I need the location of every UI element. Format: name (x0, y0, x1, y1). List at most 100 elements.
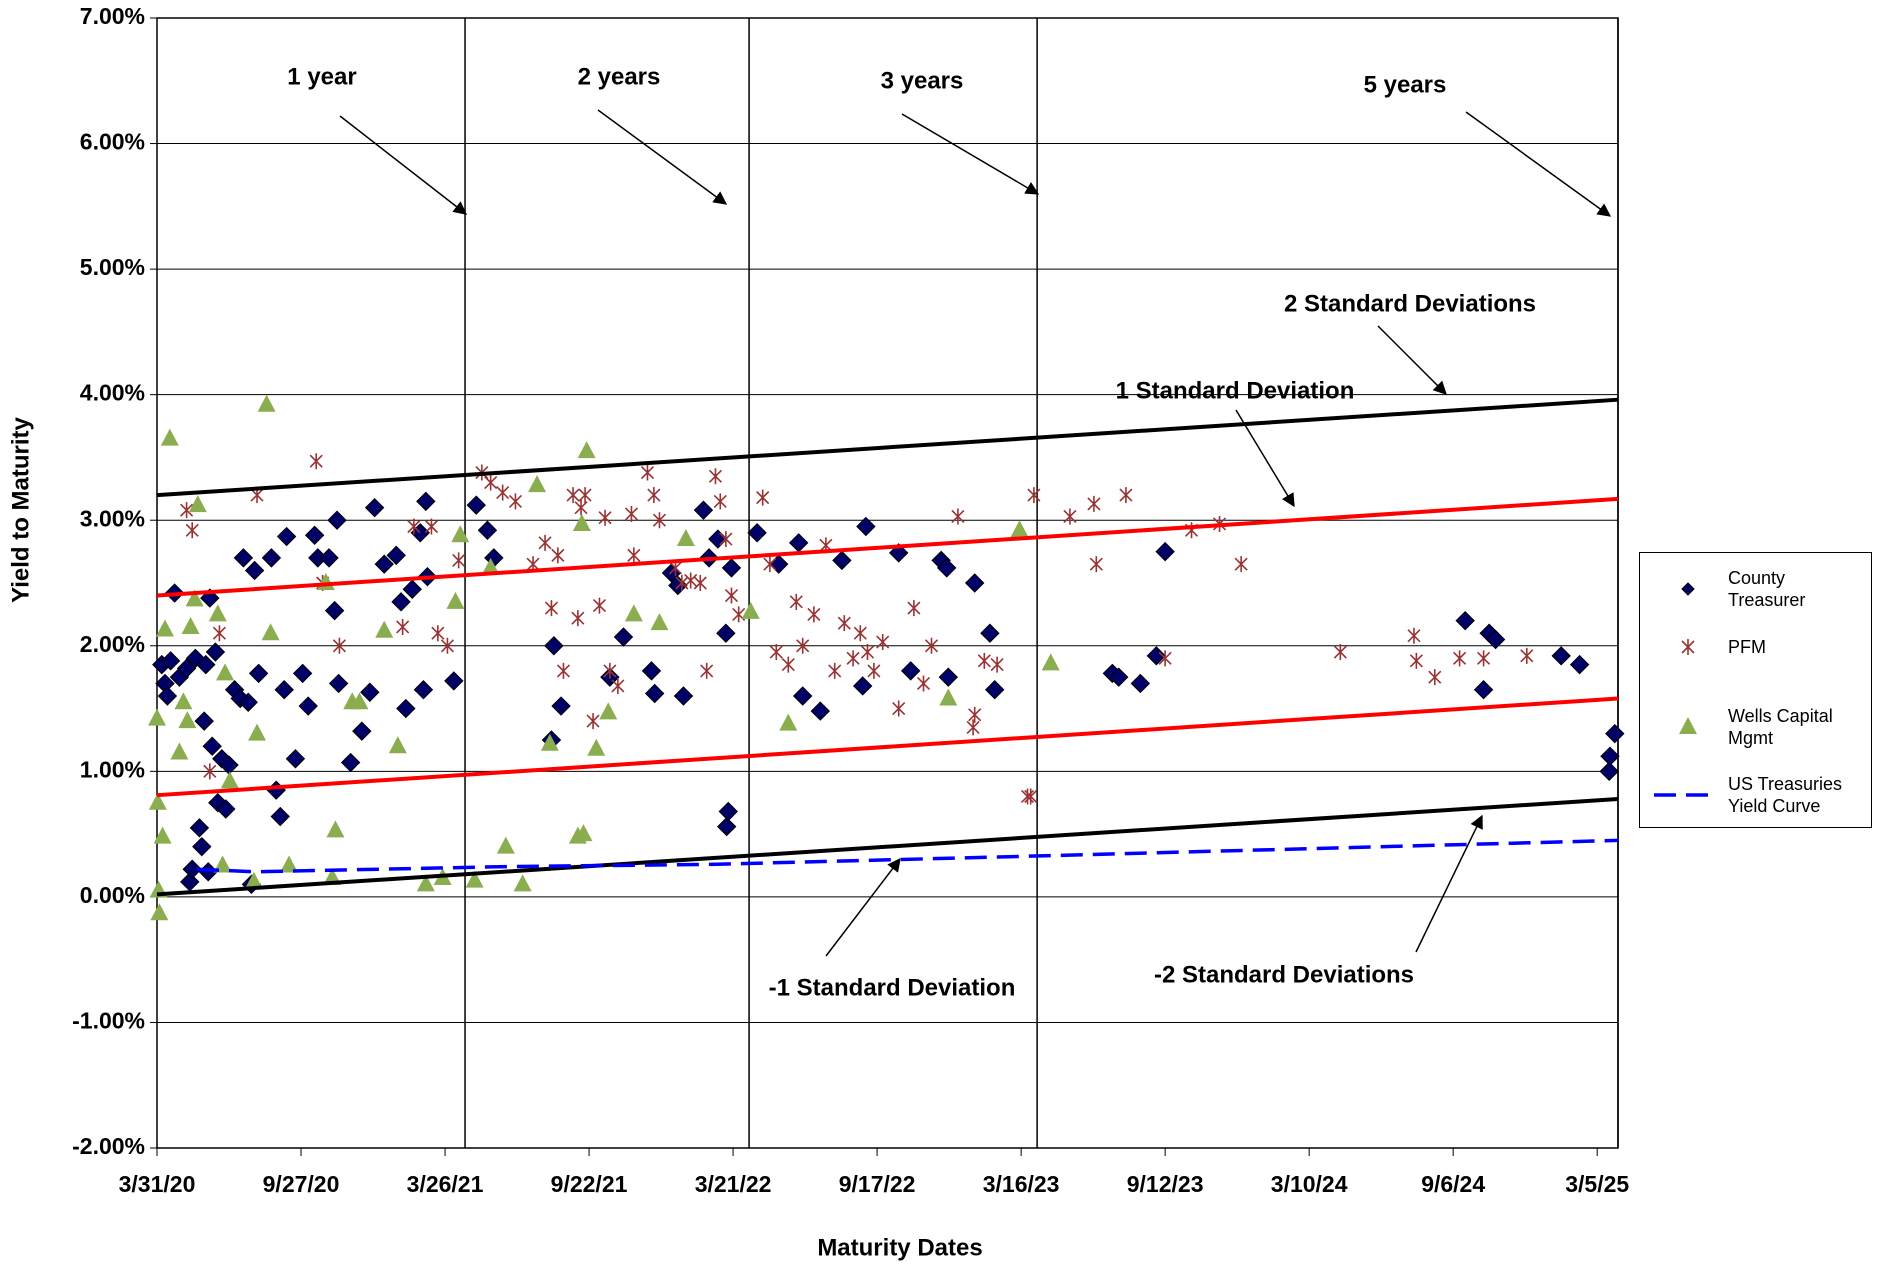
point (528, 475, 547, 493)
point (792, 686, 813, 706)
y-tick-label: -1.00% (72, 1008, 145, 1034)
point (544, 600, 559, 617)
point (640, 464, 655, 481)
x-tick-label: 9/17/22 (839, 1171, 916, 1197)
point (180, 502, 194, 519)
point (185, 589, 204, 607)
point (446, 591, 465, 609)
point (216, 799, 236, 819)
point (716, 816, 737, 837)
point (693, 500, 714, 520)
point (270, 806, 290, 827)
point (257, 394, 276, 412)
x-tick-label: 9/12/23 (1127, 1171, 1204, 1197)
point (1520, 647, 1534, 664)
x-tick-label: 3/21/22 (695, 1171, 772, 1197)
point (1455, 610, 1475, 631)
point (644, 683, 665, 704)
point (1409, 652, 1423, 669)
point (977, 652, 991, 669)
point (465, 870, 484, 888)
reference-label: 3 years (881, 67, 964, 94)
point (212, 625, 226, 642)
point (340, 752, 361, 773)
std-dev-label: 2 Standard Deviations (1284, 290, 1536, 317)
point (763, 556, 777, 573)
std-dev-line (156, 696, 1619, 798)
point (856, 516, 876, 537)
point (350, 692, 369, 710)
point (716, 623, 736, 643)
point (150, 903, 169, 921)
point (937, 558, 957, 578)
point (285, 749, 306, 769)
point (985, 680, 1005, 700)
point (309, 453, 323, 470)
point (1130, 673, 1151, 694)
x-tick-label: 3/16/23 (983, 1171, 1060, 1197)
point (713, 493, 727, 510)
point (781, 656, 795, 673)
point (280, 855, 299, 873)
point (968, 706, 982, 723)
point (248, 663, 269, 684)
point (939, 688, 958, 706)
std-dev-label: 1 Standard Deviation (1116, 377, 1355, 404)
point (551, 696, 571, 716)
legend-label: US Treasuries Yield Curve (1728, 774, 1843, 816)
annotation-arrow (1377, 325, 1447, 395)
point (708, 468, 723, 485)
y-tick-label: 7.00% (80, 3, 145, 29)
point (676, 529, 695, 547)
point (396, 698, 416, 719)
point (466, 495, 486, 515)
point (304, 525, 325, 545)
y-tick-label: 6.00% (80, 129, 145, 155)
point (540, 733, 559, 751)
point (451, 525, 470, 543)
point (298, 696, 318, 716)
point (990, 656, 1004, 673)
point (156, 619, 175, 637)
point (592, 597, 607, 614)
annotation-arrow (1465, 111, 1612, 217)
point (577, 441, 596, 459)
point (316, 573, 335, 590)
point (402, 579, 422, 599)
point (938, 667, 959, 687)
point (213, 855, 232, 873)
point (673, 686, 694, 706)
point (719, 531, 733, 548)
point (1146, 646, 1167, 666)
point (431, 625, 445, 642)
reference-label: 2 years (578, 63, 661, 90)
point (1485, 629, 1506, 650)
point (1333, 644, 1347, 661)
point (907, 600, 921, 617)
y-tick-label: 0.00% (80, 882, 145, 908)
point (496, 836, 515, 854)
point (566, 487, 580, 504)
point (220, 771, 239, 789)
annotation-arrow (339, 115, 468, 215)
point (611, 677, 625, 694)
point (769, 644, 783, 661)
point (892, 700, 906, 717)
point (846, 650, 860, 667)
point (1010, 520, 1029, 538)
point (396, 618, 410, 635)
point (768, 554, 789, 574)
y-tick-label: -2.00% (72, 1133, 145, 1159)
point (416, 491, 436, 512)
point (810, 701, 830, 721)
x-tick-label: 3/10/24 (1271, 1171, 1348, 1197)
point (721, 558, 742, 578)
point (153, 826, 172, 844)
point (205, 642, 226, 662)
point (1119, 487, 1133, 504)
reference-label: 1 year (287, 63, 356, 90)
point (148, 792, 167, 810)
point (176, 658, 197, 679)
point (538, 534, 552, 551)
